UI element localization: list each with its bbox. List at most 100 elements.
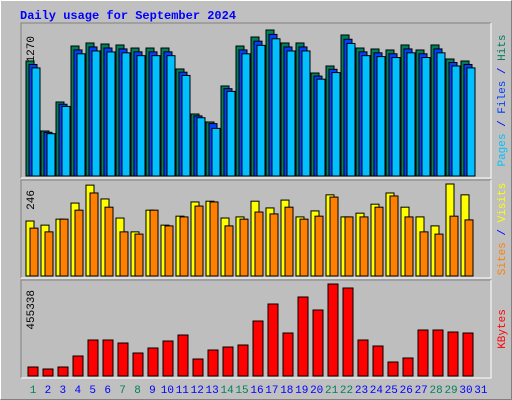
bar bbox=[89, 192, 99, 277]
x-tick-label: 21 bbox=[325, 385, 339, 397]
legend-entry: Visits bbox=[497, 183, 509, 223]
x-tick-label: 16 bbox=[250, 385, 263, 397]
bar bbox=[117, 342, 129, 377]
legend-entry: Pages bbox=[497, 134, 509, 167]
bar bbox=[271, 38, 281, 177]
bar bbox=[419, 231, 429, 277]
x-tick-label: 14 bbox=[220, 385, 234, 397]
x-tick-label: 13 bbox=[206, 385, 219, 397]
x-tick-label: 6 bbox=[104, 385, 111, 397]
x-tick-label: 18 bbox=[280, 385, 293, 397]
bar bbox=[194, 205, 204, 277]
bar bbox=[104, 206, 114, 277]
bar bbox=[57, 366, 69, 377]
chart-title: Daily usage for September 2024 bbox=[20, 9, 236, 23]
bar bbox=[134, 233, 144, 277]
x-tick-label: 20 bbox=[310, 385, 323, 397]
bar bbox=[314, 215, 324, 277]
bar bbox=[192, 358, 204, 377]
bar bbox=[224, 225, 234, 277]
panel-border bbox=[21, 23, 492, 179]
bar bbox=[44, 231, 54, 277]
bar bbox=[404, 216, 414, 277]
bar bbox=[252, 320, 264, 377]
x-tick-label: 11 bbox=[176, 385, 190, 397]
bar bbox=[42, 368, 54, 377]
x-tick-label: 28 bbox=[430, 385, 443, 397]
bar bbox=[132, 352, 144, 377]
x-tick-label: 24 bbox=[370, 385, 384, 397]
bar bbox=[162, 340, 174, 377]
x-tick-label: 4 bbox=[74, 385, 81, 397]
panel-border bbox=[20, 22, 491, 178]
bar bbox=[402, 357, 414, 377]
bar bbox=[436, 52, 446, 177]
bar bbox=[46, 133, 56, 177]
panel-border bbox=[20, 179, 491, 278]
bar bbox=[91, 50, 101, 177]
bar bbox=[149, 209, 159, 277]
x-tick-label: 17 bbox=[265, 385, 278, 397]
bar bbox=[389, 195, 399, 277]
y-tick-label: 246 bbox=[26, 190, 38, 210]
bar bbox=[449, 215, 459, 277]
bar bbox=[241, 53, 251, 177]
x-tick-label: 30 bbox=[459, 385, 472, 397]
bar bbox=[179, 216, 189, 277]
legend: KBytes bbox=[497, 309, 509, 349]
bar bbox=[462, 332, 474, 377]
bar bbox=[361, 55, 371, 177]
bar bbox=[286, 50, 296, 177]
bar bbox=[406, 52, 416, 177]
bar bbox=[29, 227, 39, 277]
bar bbox=[301, 50, 311, 177]
bar bbox=[421, 57, 431, 177]
bar bbox=[464, 219, 474, 277]
bar bbox=[269, 213, 279, 277]
bar bbox=[327, 283, 339, 377]
x-tick-label: 9 bbox=[149, 385, 156, 397]
bar bbox=[121, 52, 131, 177]
bar bbox=[451, 65, 461, 177]
bar bbox=[256, 44, 266, 177]
bar bbox=[357, 339, 369, 377]
bar bbox=[284, 206, 294, 277]
x-tick-label: 26 bbox=[400, 385, 413, 397]
x-tick-label: 8 bbox=[134, 385, 141, 397]
legend: Pages / Files / Hits bbox=[497, 34, 509, 166]
bar bbox=[387, 361, 399, 377]
bar bbox=[374, 206, 384, 277]
x-tick-label: 23 bbox=[355, 385, 368, 397]
bar bbox=[372, 345, 384, 377]
x-tick-label: 7 bbox=[119, 385, 126, 397]
bar bbox=[136, 55, 146, 177]
x-tick-label: 22 bbox=[340, 385, 353, 397]
bar bbox=[72, 355, 84, 377]
bar bbox=[87, 339, 99, 377]
bar bbox=[226, 90, 236, 177]
bar bbox=[151, 55, 161, 177]
bar bbox=[329, 196, 339, 277]
legend-separator: / bbox=[497, 114, 509, 134]
bar bbox=[466, 67, 476, 177]
panel-border bbox=[21, 180, 492, 279]
bar bbox=[299, 218, 309, 277]
bar bbox=[239, 218, 249, 277]
bar bbox=[61, 105, 71, 177]
bar bbox=[267, 303, 279, 377]
bar bbox=[164, 225, 174, 277]
bar bbox=[31, 67, 41, 177]
x-tick-label: 27 bbox=[415, 385, 428, 397]
panel-border bbox=[21, 280, 492, 379]
x-tick-label: 31 bbox=[474, 385, 488, 397]
bar bbox=[106, 51, 116, 177]
bar bbox=[447, 331, 459, 377]
bar bbox=[196, 117, 206, 177]
legend-entry: Files bbox=[497, 81, 509, 114]
bar bbox=[254, 211, 264, 277]
legend-separator: / bbox=[497, 61, 509, 81]
x-tick-label: 5 bbox=[89, 385, 96, 397]
bar bbox=[282, 332, 294, 377]
bar bbox=[297, 296, 309, 377]
